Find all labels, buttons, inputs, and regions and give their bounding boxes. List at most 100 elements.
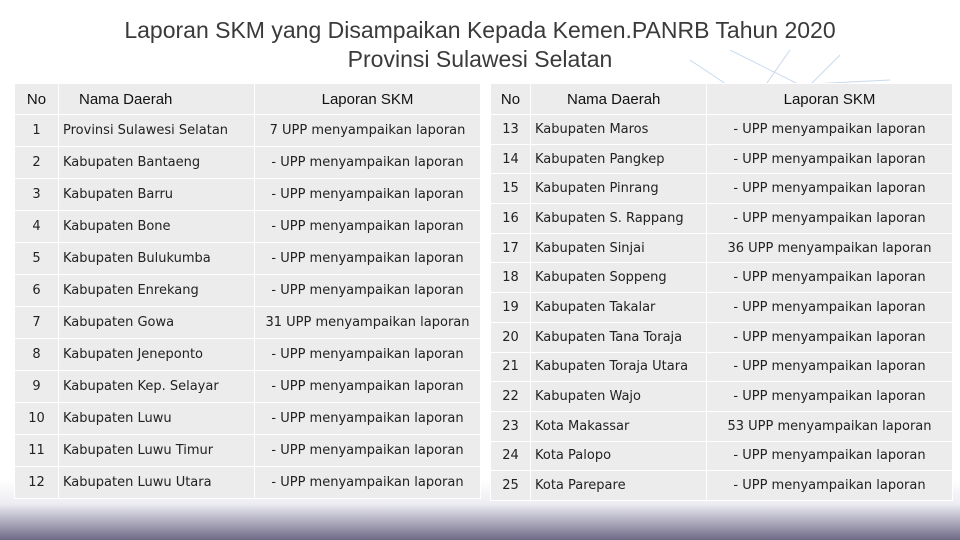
table-row: 7 Kabupaten Gowa 31 UPP menyampaikan lapor…: [14, 306, 481, 339]
cell-nama-daerah: Kabupaten Luwu Timur: [58, 434, 255, 467]
table-body-left: 1 Provinsi Sulawesi Selatan 7 UPP menyampa…: [14, 114, 481, 499]
cell-nama-daerah: Kabupaten Pinrang: [530, 173, 707, 205]
cell-nama-daerah: Kabupaten Soppeng: [530, 262, 707, 294]
header-no: No: [490, 83, 531, 115]
table-row: 12 Kabupaten Luwu Utara - UPP menyampaikan…: [14, 466, 481, 499]
cell-no: 9: [14, 370, 59, 403]
table-row: 19 Kabupaten Takalar - UPP menyampaikan la…: [490, 292, 953, 323]
cell-no: 21: [490, 351, 531, 383]
cell-no: 12: [14, 466, 59, 499]
cell-no: 11: [14, 434, 59, 467]
cell-laporan-skm: - UPP menyampaikan laporan: [254, 242, 481, 275]
cell-laporan-skm: - UPP menyampaikan laporan: [706, 292, 953, 323]
table-row: 10 Kabupaten Luwu - UPP menyampaikan lapor…: [14, 402, 481, 435]
cell-nama-daerah: Provinsi Sulawesi Selatan: [58, 114, 255, 147]
cell-no: 16: [490, 203, 531, 234]
cell-no: 14: [490, 143, 531, 175]
cell-laporan-skm: - UPP menyampaikan laporan: [254, 402, 481, 435]
cell-laporan-skm: - UPP menyampaikan laporan: [706, 321, 953, 353]
cell-nama-daerah: Kabupaten Toraja Utara: [530, 351, 707, 383]
cell-nama-daerah: Kabupaten Wajo: [530, 381, 707, 412]
cell-nama-daerah: Kabupaten Bulukumba: [58, 242, 255, 275]
cell-no: 15: [490, 173, 531, 205]
cell-nama-daerah: Kabupaten Takalar: [530, 292, 707, 323]
table-row: 2 Kabupaten Bantaeng - UPP menyampaikan la…: [14, 146, 481, 179]
cell-laporan-skm: - UPP menyampaikan laporan: [254, 370, 481, 403]
table-row: 1 Provinsi Sulawesi Selatan 7 UPP menyampa…: [14, 114, 481, 147]
cell-no: 1: [14, 114, 59, 147]
cell-nama-daerah: Kabupaten Luwu: [58, 402, 255, 435]
cell-nama-daerah: Kota Palopo: [530, 440, 707, 472]
report-table-right: No Nama Daerah Laporan SKM 13 Kabupaten M…: [490, 83, 953, 501]
cell-laporan-skm: - UPP menyampaikan laporan: [706, 470, 953, 501]
cell-nama-daerah: Kabupaten Maros: [530, 114, 707, 145]
header-nama-daerah: Nama Daerah: [58, 83, 255, 115]
cell-laporan-skm: - UPP menyampaikan laporan: [254, 146, 481, 179]
cell-no: 17: [490, 232, 531, 264]
cell-no: 3: [14, 178, 59, 211]
cell-no: 13: [490, 114, 531, 145]
cell-no: 18: [490, 262, 531, 294]
table-row: 4 Kabupaten Bone - UPP menyampaikan lapora…: [14, 210, 481, 243]
table-row: 17 Kabupaten Sinjai 36 UPP menyampaikan la…: [490, 232, 953, 264]
table-row: 14 Kabupaten Pangkep - UPP menyampaikan la…: [490, 143, 953, 175]
page-title: Laporan SKM yang Disampaikan Kepada Keme…: [0, 16, 960, 74]
table-row: 15 Kabupaten Pinrang - UPP menyampaikan la…: [490, 173, 953, 205]
table-row: 24 Kota Palopo - UPP menyampaikan laporan: [490, 440, 953, 472]
cell-nama-daerah: Kabupaten Kep. Selayar: [58, 370, 255, 403]
cell-no: 19: [490, 292, 531, 323]
cell-nama-daerah: Kabupaten Enrekang: [58, 274, 255, 307]
header-laporan-skm: Laporan SKM: [706, 83, 953, 115]
table-row: 22 Kabupaten Wajo - UPP menyampaikan lapor…: [490, 381, 953, 412]
report-table-left: No Nama Daerah Laporan SKM 1 Provinsi Sul…: [14, 83, 481, 499]
cell-laporan-skm: - UPP menyampaikan laporan: [254, 274, 481, 307]
cell-no: 10: [14, 402, 59, 435]
cell-laporan-skm: - UPP menyampaikan laporan: [706, 351, 953, 383]
cell-nama-daerah: Kabupaten Jeneponto: [58, 338, 255, 371]
table-row: 25 Kota Parepare - UPP menyampaikan lapora…: [490, 470, 953, 501]
cell-no: 20: [490, 321, 531, 353]
cell-nama-daerah: Kabupaten Bantaeng: [58, 146, 255, 179]
cell-laporan-skm: 36 UPP menyampaikan laporan: [706, 232, 953, 264]
cell-nama-daerah: Kabupaten Barru: [58, 178, 255, 211]
table-body-right: 13 Kabupaten Maros - UPP menyampaikan lapo…: [490, 114, 953, 501]
cell-no: 4: [14, 210, 59, 243]
cell-laporan-skm: - UPP menyampaikan laporan: [254, 210, 481, 243]
cell-no: 22: [490, 381, 531, 412]
table-row: 21 Kabupaten Toraja Utara - UPP menyampaik…: [490, 351, 953, 383]
cell-laporan-skm: - UPP menyampaikan laporan: [706, 381, 953, 412]
table-row: 8 Kabupaten Jeneponto - UPP menyampaikan l…: [14, 338, 481, 371]
table-row: 9 Kabupaten Kep. Selayar - UPP menyampaika…: [14, 370, 481, 403]
cell-laporan-skm: - UPP menyampaikan laporan: [706, 262, 953, 294]
cell-no: 2: [14, 146, 59, 179]
title-line-1: Laporan SKM yang Disampaikan Kepada Keme…: [124, 17, 836, 43]
cell-nama-daerah: Kabupaten Pangkep: [530, 143, 707, 175]
cell-nama-daerah: Kabupaten Tana Toraja: [530, 321, 707, 353]
cell-laporan-skm: - UPP menyampaikan laporan: [254, 178, 481, 211]
cell-laporan-skm: - UPP menyampaikan laporan: [706, 440, 953, 472]
table-row: 23 Kota Makassar 53 UPP menyampaikan lapor…: [490, 410, 953, 442]
table-row: 11 Kabupaten Luwu Timur - UPP menyampaikan…: [14, 434, 481, 467]
cell-laporan-skm: - UPP menyampaikan laporan: [254, 338, 481, 371]
title-line-2: Provinsi Sulawesi Selatan: [347, 46, 613, 72]
table-row: 6 Kabupaten Enrekang - UPP menyampaikan la…: [14, 274, 481, 307]
cell-nama-daerah: Kabupaten Bone: [58, 210, 255, 243]
table-row: 5 Kabupaten Bulukumba - UPP menyampaikan l…: [14, 242, 481, 275]
cell-laporan-skm: - UPP menyampaikan laporan: [706, 173, 953, 205]
cell-no: 7: [14, 306, 59, 339]
cell-laporan-skm: - UPP menyampaikan laporan: [706, 143, 953, 175]
cell-laporan-skm: - UPP menyampaikan laporan: [706, 114, 953, 145]
cell-laporan-skm: 7 UPP menyampaikan laporan: [254, 114, 481, 147]
cell-nama-daerah: Kabupaten Sinjai: [530, 232, 707, 264]
cell-laporan-skm: - UPP menyampaikan laporan: [706, 203, 953, 234]
cell-no: 25: [490, 470, 531, 501]
cell-no: 8: [14, 338, 59, 371]
cell-laporan-skm: - UPP menyampaikan laporan: [254, 434, 481, 467]
table-header-row: No Nama Daerah Laporan SKM: [14, 83, 481, 115]
table-row: 16 Kabupaten S. Rappang - UPP menyampaikan…: [490, 203, 953, 234]
cell-no: 6: [14, 274, 59, 307]
cell-nama-daerah: Kabupaten S. Rappang: [530, 203, 707, 234]
header-nama-daerah: Nama Daerah: [530, 83, 707, 115]
table-row: 13 Kabupaten Maros - UPP menyampaikan lapo…: [490, 114, 953, 145]
table-row: 18 Kabupaten Soppeng - UPP menyampaikan la…: [490, 262, 953, 294]
